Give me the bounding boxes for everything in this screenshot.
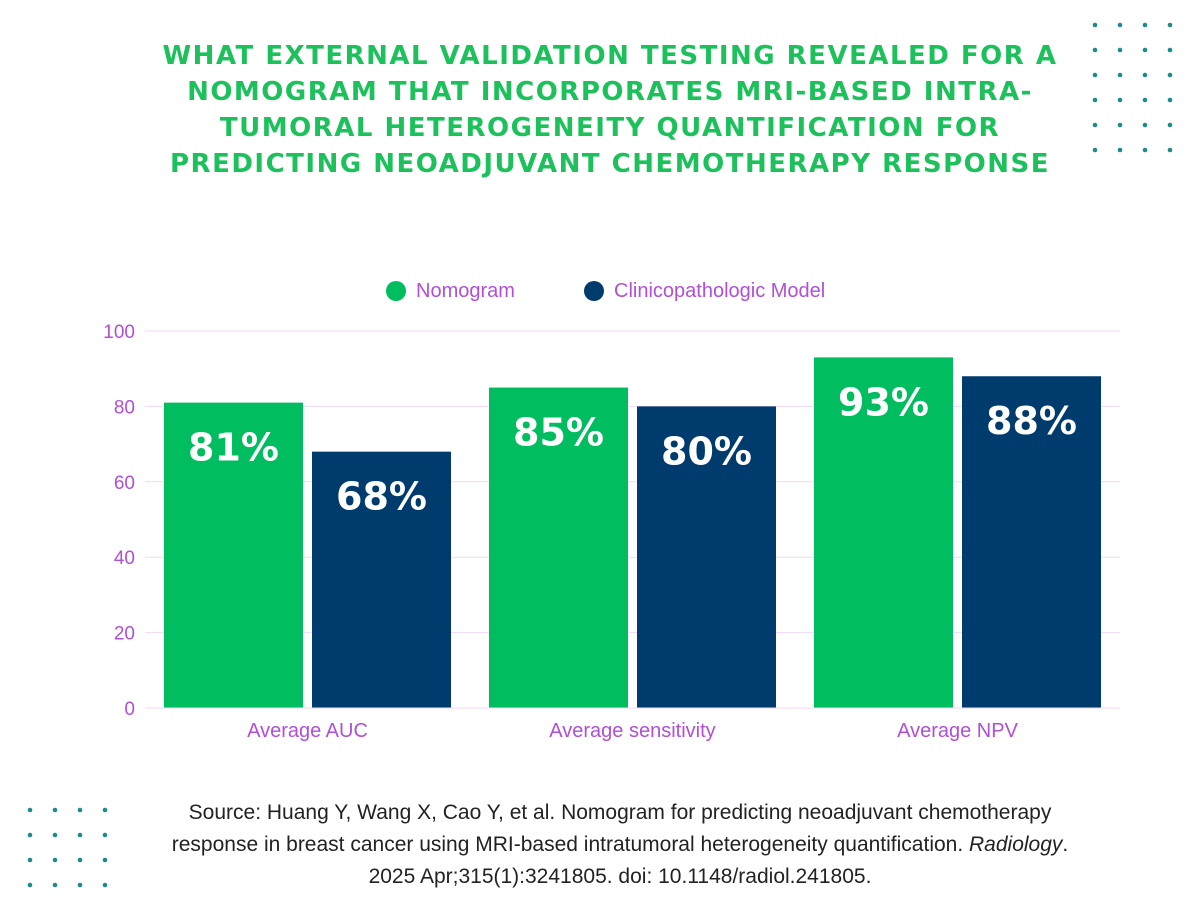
title-line: WHAT EXTERNAL VALIDATION TESTING REVEALE… bbox=[162, 41, 1058, 71]
bar bbox=[164, 402, 303, 708]
decorative-dot bbox=[1142, 122, 1148, 128]
bar-value-label: 68% bbox=[336, 475, 427, 519]
y-tick-label: 0 bbox=[124, 699, 135, 720]
decorative-dot bbox=[27, 832, 33, 838]
decorative-dot bbox=[1167, 72, 1173, 78]
decorative-dot bbox=[52, 807, 58, 813]
decorative-dot bbox=[1142, 22, 1148, 28]
decorative-dot bbox=[77, 832, 83, 838]
y-tick-label: 40 bbox=[114, 548, 135, 569]
decorative-dot bbox=[1117, 147, 1123, 153]
bar-chart: 0 20 40 60 80 100 Nomogram Clinicopathologic Mo… bbox=[103, 280, 1120, 742]
decorative-dot bbox=[1092, 22, 1098, 28]
decorative-dot bbox=[1167, 97, 1173, 103]
bar bbox=[814, 357, 953, 708]
bar-value-label: 85% bbox=[513, 411, 604, 455]
legend-marker bbox=[584, 281, 604, 301]
title-line: NOMOGRAM THAT INCORPORATES MRI-BASED INT… bbox=[187, 77, 1033, 107]
decorative-dot bbox=[102, 832, 108, 838]
y-tick-label: 100 bbox=[103, 322, 135, 343]
decorative-dot bbox=[1142, 147, 1148, 153]
decorative-dot bbox=[1142, 47, 1148, 53]
decorative-dot bbox=[52, 832, 58, 838]
journal-name: Radiology bbox=[969, 833, 1063, 856]
decorative-dot bbox=[52, 882, 58, 888]
bar bbox=[489, 387, 628, 708]
decorative-dot bbox=[27, 882, 33, 888]
decorative-dot bbox=[52, 857, 58, 863]
decorative-dot bbox=[1117, 22, 1123, 28]
decorative-dot bbox=[27, 857, 33, 863]
title-line: TUMORAL HETEROGENEITY QUANTIFICATION FOR bbox=[219, 113, 1001, 143]
bar-value-label: 81% bbox=[188, 426, 279, 470]
decorative-dot bbox=[1117, 97, 1123, 103]
decorative-dot bbox=[1092, 47, 1098, 53]
decorative-dot bbox=[1142, 72, 1148, 78]
decorative-dot bbox=[1167, 47, 1173, 53]
bar bbox=[637, 406, 776, 708]
decorative-dot bbox=[1092, 147, 1098, 153]
y-tick-label: 80 bbox=[114, 397, 135, 418]
decorative-dot bbox=[77, 882, 83, 888]
source-line-2-end: . bbox=[1062, 833, 1069, 856]
decorative-dot bbox=[1117, 122, 1123, 128]
legend-label: Clinicopathologic Model bbox=[614, 280, 825, 302]
y-tick-label: 60 bbox=[114, 473, 135, 494]
decorative-dot bbox=[1167, 147, 1173, 153]
bar bbox=[312, 451, 451, 708]
decorative-dot-grid-bottom-left bbox=[27, 807, 108, 888]
bar bbox=[962, 376, 1101, 708]
legend-label: Nomogram bbox=[416, 280, 515, 302]
bar-value-label: 88% bbox=[986, 399, 1077, 443]
decorative-dot bbox=[1117, 47, 1123, 53]
decorative-dot bbox=[102, 882, 108, 888]
x-category-label: Average sensitivity bbox=[549, 720, 715, 742]
decorative-dot bbox=[77, 807, 83, 813]
bar-value-label: 93% bbox=[838, 380, 929, 424]
x-category-label: Average AUC bbox=[247, 720, 368, 742]
title-line: PREDICTING NEOADJUVANT CHEMOTHERAPY RESP… bbox=[170, 149, 1050, 179]
decorative-dot bbox=[1092, 72, 1098, 78]
y-tick-label: 20 bbox=[114, 624, 135, 645]
decorative-dot bbox=[1092, 122, 1098, 128]
bar-value-label: 80% bbox=[661, 429, 752, 473]
x-category-label: Average NPV bbox=[897, 720, 1018, 742]
decorative-dot bbox=[1117, 72, 1123, 78]
decorative-dot bbox=[77, 857, 83, 863]
source-line-3: 2025 Apr;315(1):3241805. doi: 10.1148/ra… bbox=[368, 865, 872, 888]
decorative-dot bbox=[1142, 97, 1148, 103]
source-line-2: response in breast cancer using MRI-base… bbox=[100, 829, 1140, 861]
decorative-dot bbox=[1167, 122, 1173, 128]
source-line-1: Source: Huang Y, Wang X, Cao Y, et al. N… bbox=[188, 801, 1052, 824]
decorative-dot bbox=[27, 807, 33, 813]
chart-title: WHAT EXTERNAL VALIDATION TESTING REVEALE… bbox=[110, 38, 1110, 182]
decorative-dot bbox=[1167, 22, 1173, 28]
legend-marker bbox=[386, 281, 406, 301]
source-line-2-text: response in breast cancer using MRI-base… bbox=[171, 833, 970, 856]
source-citation: Source: Huang Y, Wang X, Cao Y, et al. N… bbox=[100, 797, 1140, 893]
decorative-dot bbox=[1092, 97, 1098, 103]
decorative-dot bbox=[102, 807, 108, 813]
decorative-dot bbox=[102, 857, 108, 863]
decorative-dot-grid-top-right bbox=[1092, 22, 1173, 153]
